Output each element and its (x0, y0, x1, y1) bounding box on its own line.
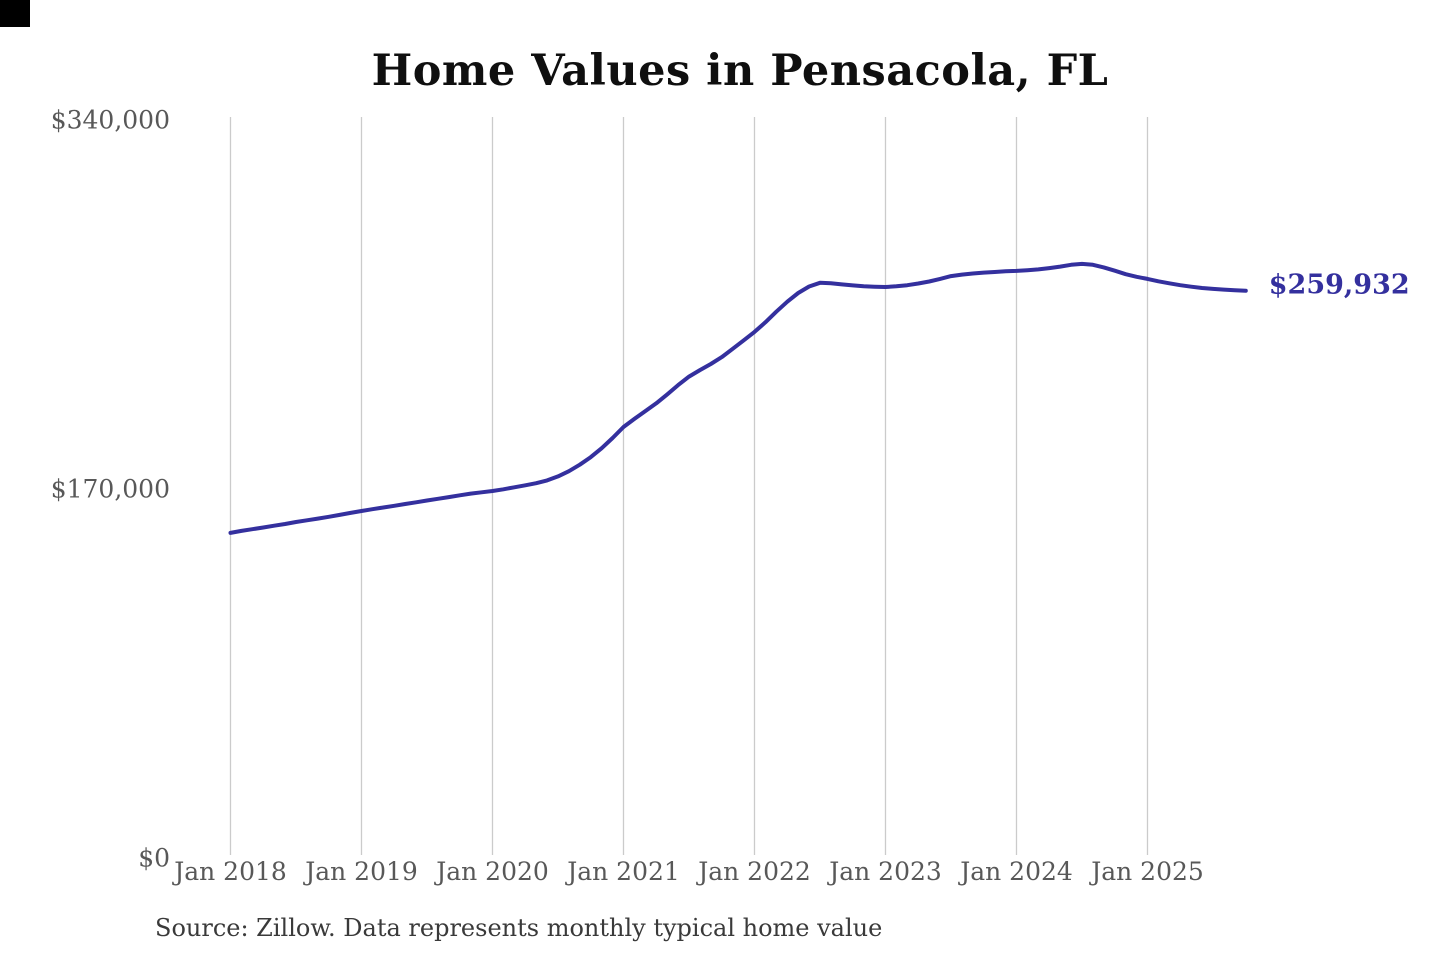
x-tick-label: Jan 2025 (1091, 857, 1204, 886)
x-tick-label: Jan 2024 (960, 857, 1073, 886)
x-tick-label: Jan 2019 (305, 857, 418, 886)
source-note: Source: Zillow. Data represents monthly … (155, 914, 883, 942)
x-tick-label: Jan 2021 (567, 857, 680, 886)
gridlines (229, 117, 1149, 855)
y-tick-label: $340,000 (50, 105, 170, 135)
y-tick-label: $0 (138, 843, 170, 873)
home-value-line (228, 261, 1248, 535)
x-tick-label: Jan 2022 (698, 857, 811, 886)
x-tick-label: Jan 2018 (174, 857, 287, 886)
x-tick-label: Jan 2020 (436, 857, 549, 886)
chart-title: Home Values in Pensacola, FL (371, 46, 1109, 96)
latest-value-label: $259,932 (1268, 269, 1410, 301)
y-tick-label: $170,000 (50, 474, 170, 504)
x-tick-label: Jan 2023 (829, 857, 942, 886)
corner-artifact (0, 0, 30, 27)
